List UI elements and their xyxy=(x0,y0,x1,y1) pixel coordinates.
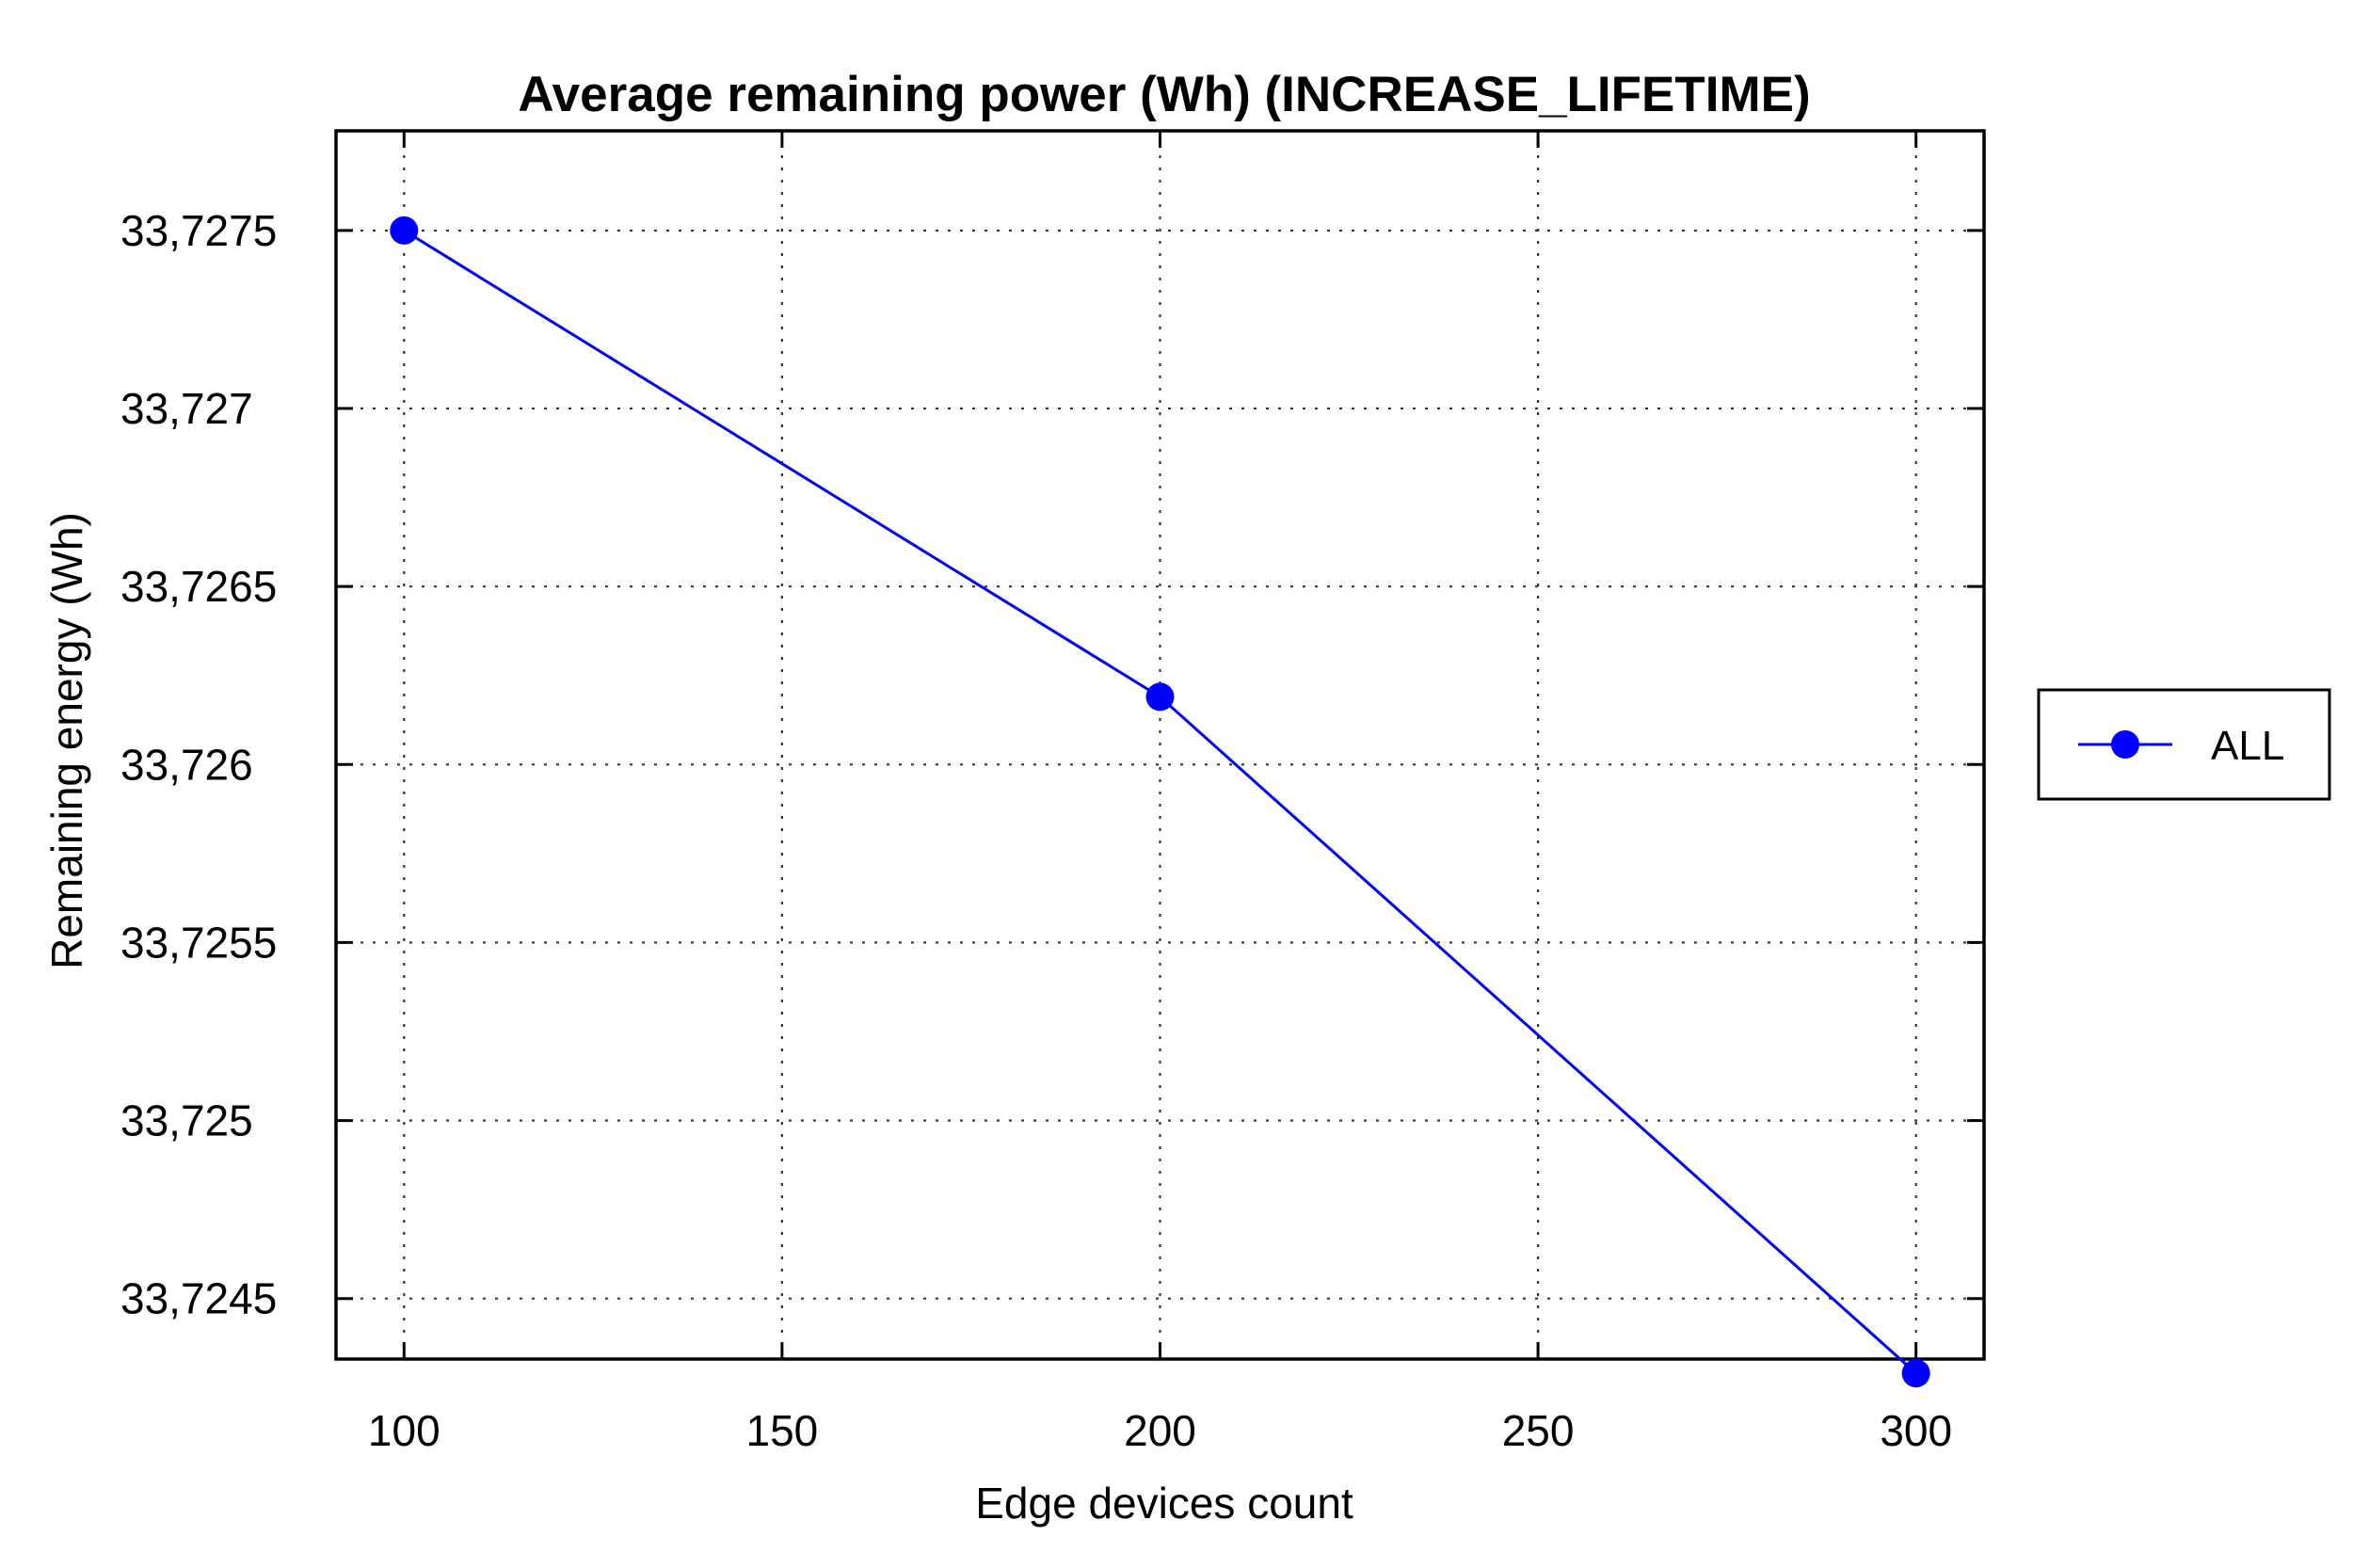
y-tick-label: 33,725 xyxy=(120,1096,253,1145)
axis-ticks xyxy=(336,131,1984,1359)
x-tick-label: 100 xyxy=(368,1406,440,1455)
data-point xyxy=(390,216,419,245)
x-tick-label: 300 xyxy=(1880,1406,1952,1455)
data-point xyxy=(1901,1359,1930,1388)
y-tick-label: 33,7265 xyxy=(120,562,277,611)
y-tick-label: 33,7275 xyxy=(120,206,277,255)
legend-series-marker xyxy=(2111,730,2139,759)
x-axis-tick-labels: 100 150 200 250 300 xyxy=(368,1406,1952,1455)
series-group xyxy=(390,216,1930,1388)
y-axis-label: Remaining energy (Wh) xyxy=(42,512,91,969)
plot-area-frame xyxy=(334,129,1986,1361)
chart-title: Average remaining power (Wh) (INCREASE_L… xyxy=(518,67,1810,122)
y-tick-label: 33,727 xyxy=(120,384,253,433)
x-axis-label: Edge devices count xyxy=(975,1479,1353,1528)
y-tick-label: 33,7245 xyxy=(120,1274,277,1323)
data-point xyxy=(1145,682,1175,712)
legend: ALL xyxy=(2037,688,2331,801)
x-tick-label: 150 xyxy=(746,1406,819,1455)
y-tick-label: 33,7255 xyxy=(120,918,277,967)
y-tick-label: 33,726 xyxy=(120,740,253,789)
x-tick-label: 200 xyxy=(1124,1406,1196,1455)
legend-series-label: ALL xyxy=(2211,723,2284,769)
x-tick-label: 250 xyxy=(1502,1406,1575,1455)
grid-lines xyxy=(336,131,1984,1359)
y-axis-tick-labels: 33,7245 33,725 33,7255 33,726 33,7265 33,727 3… xyxy=(120,206,277,1323)
